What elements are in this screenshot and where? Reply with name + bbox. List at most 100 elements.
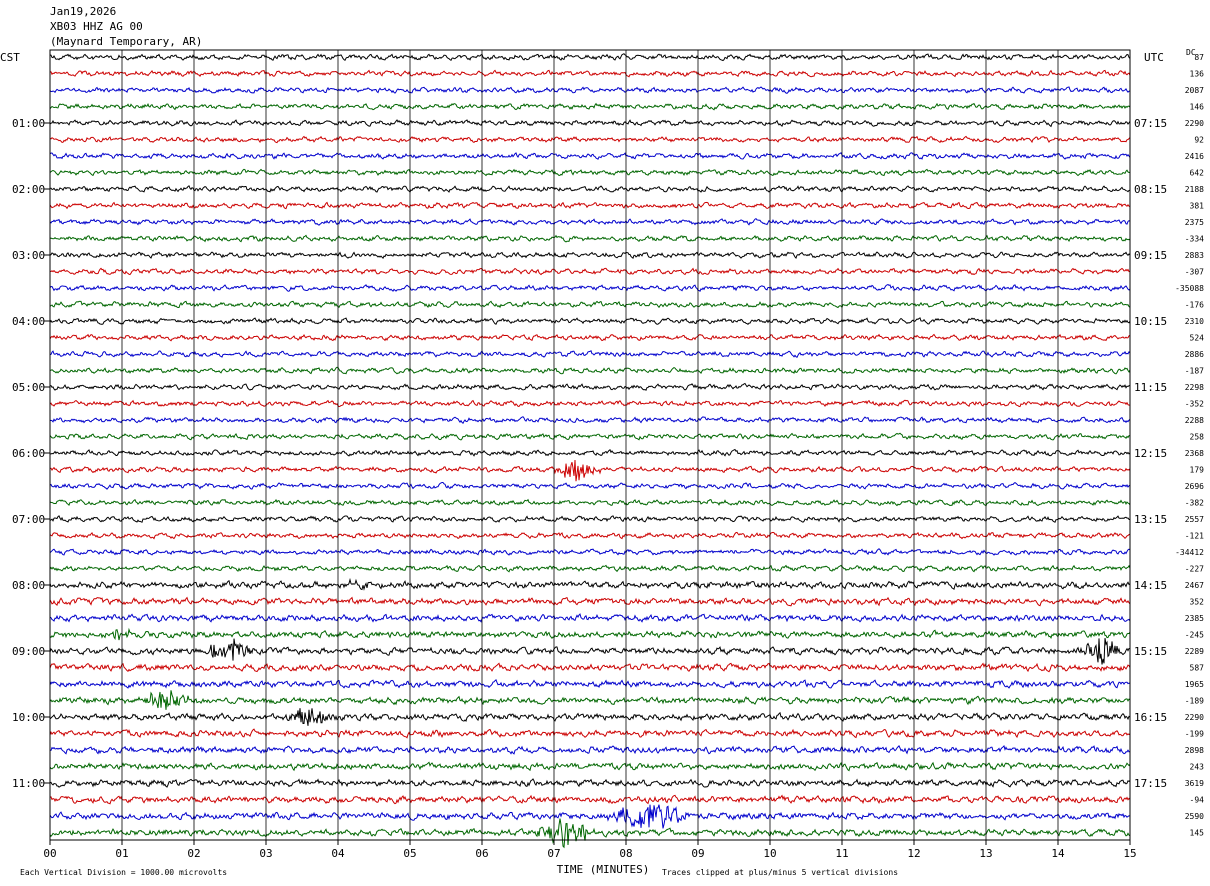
trace-row [49,119,1131,128]
x-tick-label: 02 [187,847,200,860]
trace-row [49,251,1131,260]
trace-row [49,678,1131,689]
dc-offset-label: 258 [1190,433,1205,442]
trace-row [49,350,1131,359]
trace-row [49,531,1131,540]
x-tick-label: 13 [979,847,992,860]
trace-row [49,416,1131,424]
trace-row [49,577,1131,591]
dc-offset-label: -245 [1185,631,1204,640]
trace-row [49,728,1131,739]
left-hour-label: 06:00 [12,447,45,460]
trace-row [49,432,1131,441]
trace-row [49,548,1131,556]
x-tick-label: 06 [475,847,488,860]
right-timezone-label: UTC [1144,51,1164,64]
right-hour-label: 10:15 [1134,315,1167,328]
trace-row [49,613,1131,623]
trace-row [49,498,1131,507]
right-hour-label: 08:15 [1134,183,1167,196]
dc-offset-label: -227 [1185,565,1204,574]
dc-offset-label: 2898 [1185,746,1204,755]
right-hour-label: 11:15 [1134,381,1167,394]
dc-offset-label: -176 [1185,301,1204,310]
trace-row [49,86,1131,94]
dc-offset-label: 2696 [1185,482,1204,491]
dc-offset-label: 2385 [1185,614,1204,623]
trace-row [49,778,1131,788]
dc-offset-label: 587 [1190,664,1205,673]
left-hour-label: 01:00 [12,117,45,130]
left-hour-label: 11:00 [12,777,45,790]
trace-row [49,662,1131,673]
dc-offset-label: 136 [1190,70,1205,79]
dc-offset-label: -189 [1185,697,1204,706]
dc-offset-label: 243 [1190,763,1205,772]
right-hour-label: 15:15 [1134,645,1167,658]
trace-row [49,564,1131,573]
x-tick-label: 10 [763,847,776,860]
dc-offset-label: -352 [1185,400,1204,409]
dc-offset-label: 145 [1190,829,1205,838]
dc-offset-label: 2375 [1185,218,1204,227]
trace-group [49,53,1131,849]
trace-row [49,300,1131,309]
station-code: XB03 HHZ AG 00 [50,20,143,33]
right-hour-label: 07:15 [1134,117,1167,130]
x-tick-label: 07 [547,847,560,860]
trace-row [49,596,1131,607]
clip-note: Traces clipped at plus/minus 5 vertical … [662,868,898,877]
right-hour-label: 13:15 [1134,513,1167,526]
dc-offset-label: 2557 [1185,515,1204,524]
dc-offset-label: 179 [1190,466,1205,475]
left-timezone-label: CST [0,51,20,64]
dc-offset-label: -334 [1185,235,1204,244]
dc-offset-label: -94 [1190,796,1205,805]
dc-offset-label: 2289 [1185,647,1204,656]
trace-row [49,135,1131,144]
x-tick-label: 09 [691,847,704,860]
plot-date: Jan19,2026 [50,5,117,18]
dc-offset-label: 87 [1194,53,1204,62]
left-hour-label: 07:00 [12,513,45,526]
dc-offset-label: -199 [1185,730,1204,739]
trace-row [49,234,1131,243]
trace-row [49,152,1131,160]
trace-row [49,818,1131,849]
trace-row [49,53,1131,62]
trace-row [49,794,1131,805]
trace-row [49,515,1131,523]
dc-offset-label: 3619 [1185,779,1204,788]
trace-row [49,382,1131,391]
dc-offset-label: 92 [1194,136,1204,145]
left-hour-label: 03:00 [12,249,45,262]
trace-row [49,708,1131,726]
left-hour-label: 02:00 [12,183,45,196]
axis-labels: 00 01 02 03 04 05 06 07 08 09 10 11 12 13 14 15 CST UTC DC… [0,48,1204,877]
trace-row [49,201,1131,210]
dc-offset-label: 2416 [1185,152,1204,161]
trace-row [49,317,1131,325]
dc-offset-label: 2290 [1185,713,1204,722]
trace-row [49,481,1131,490]
trace-row [49,804,1131,829]
right-hour-label: 09:15 [1134,249,1167,262]
trace-row [49,745,1131,755]
left-hour-label: 09:00 [12,645,45,658]
x-tick-label: 05 [403,847,416,860]
dc-offset-label: 2290 [1185,119,1204,128]
dc-offset-label: 2368 [1185,449,1204,458]
dc-offset-label: 2298 [1185,383,1204,392]
trace-row [49,185,1131,193]
x-tick-label: 00 [43,847,56,860]
dc-offset-label: -187 [1185,367,1204,376]
dc-offset-label: -34412 [1175,548,1204,557]
x-tick-label: 03 [259,847,272,860]
trace-row [49,638,1131,665]
minute-gridlines [44,49,1131,845]
trace-row [49,267,1131,276]
dc-offset-label: -307 [1185,268,1204,277]
dc-offset-label: 146 [1190,103,1205,112]
scale-note: Each Vertical Division = 1000.00 microvo… [20,868,227,877]
dc-offset-label: 1965 [1185,680,1204,689]
